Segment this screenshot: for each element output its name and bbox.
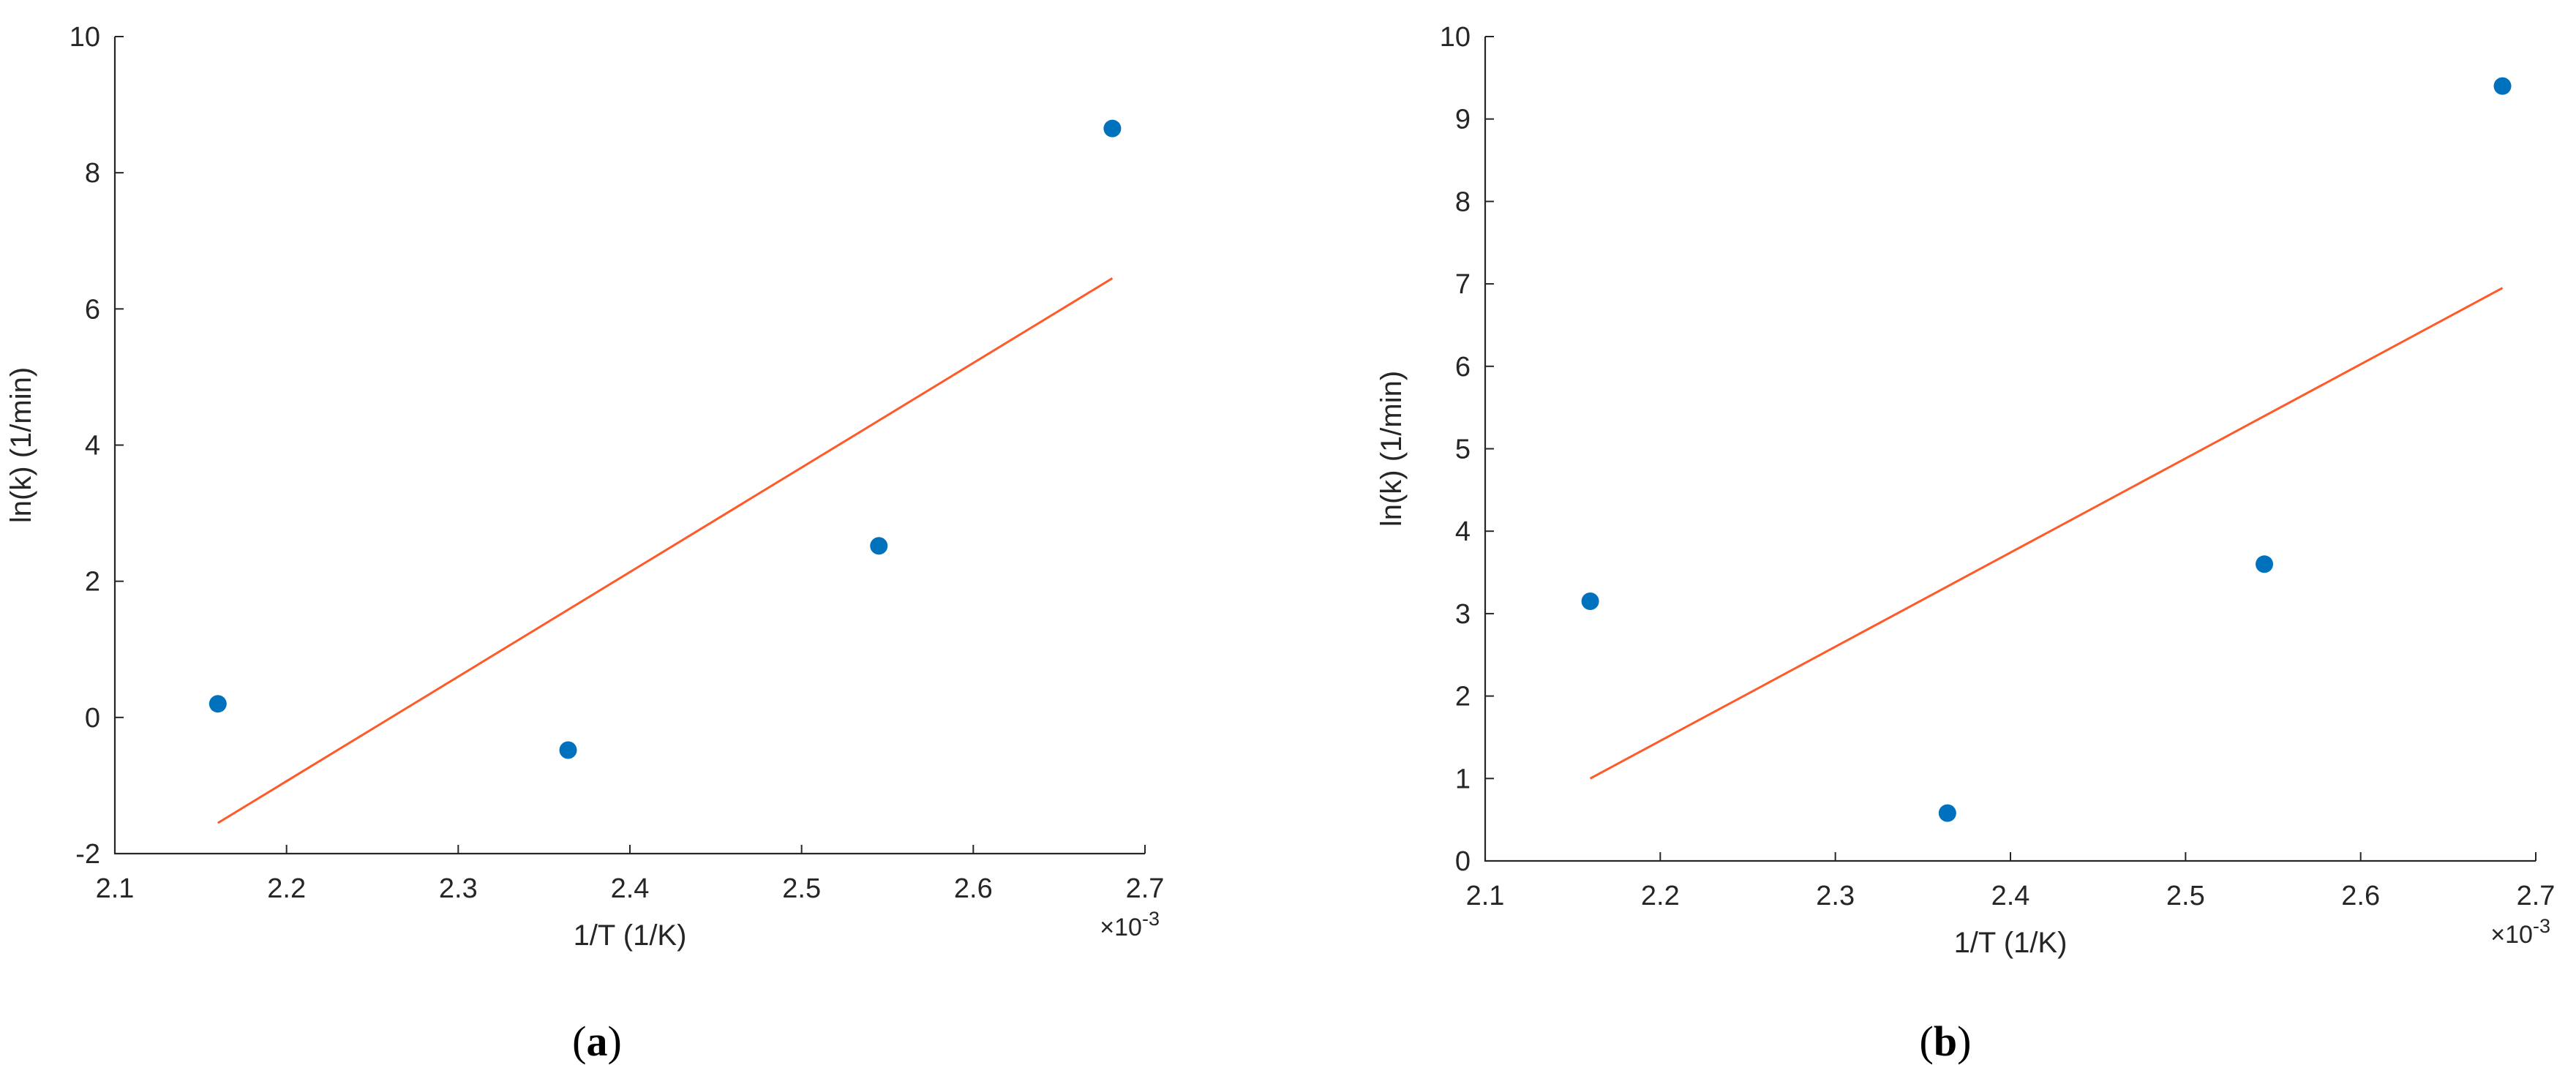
x-tick-label: 2.6	[954, 873, 993, 904]
x-tick-label: 2.7	[1126, 873, 1165, 904]
x-exponent-base: ×10	[1100, 914, 1142, 941]
x-tick-label: 2.5	[2166, 881, 2205, 911]
y-tick-label: 8	[85, 158, 100, 189]
caption-b: (b)	[1919, 1017, 1972, 1065]
data-point	[209, 695, 227, 713]
x-tick-label: 2.2	[1641, 881, 1680, 911]
x-tick-label: 2.7	[2517, 881, 2556, 911]
x-axis-label: 1/T (1/K)	[574, 919, 687, 952]
y-tick-label: 0	[85, 703, 100, 734]
x-exponent-label: ×10-3	[1100, 908, 1160, 941]
chart-panel-b: 2.1 2.2 2.3 2.4 2.5 2.6 2.7 0 1 2 3 4 5 6 7 8 9 10 1/T (1/…	[1375, 22, 2555, 959]
data-point	[559, 741, 577, 759]
x-tick-label: 2.2	[267, 873, 306, 904]
x-tick-label: 2.4	[611, 873, 650, 904]
y-tick-label: 3	[1455, 599, 1471, 630]
y-tick-label: 6	[85, 294, 100, 325]
data-point	[2493, 77, 2512, 95]
y-tick-label: 2	[85, 567, 100, 598]
axes-box	[113, 37, 1145, 855]
y-tick-label: 1	[1455, 764, 1471, 794]
x-tick-label: 2.5	[782, 873, 821, 904]
x-exponent-power: -3	[2533, 915, 2550, 937]
data-point	[1938, 804, 1956, 822]
x-tick-label: 2.3	[1816, 881, 1855, 911]
data-point	[870, 537, 888, 555]
data-point	[2256, 555, 2274, 573]
y-axis-label: ln(k) (1/min)	[1375, 371, 1408, 527]
y-tick-label: 10	[70, 22, 100, 53]
x-exponent-power: -3	[1142, 908, 1160, 930]
y-tick-label: 4	[1455, 516, 1471, 547]
y-tick-label: 0	[1455, 846, 1471, 877]
data-point	[1103, 119, 1122, 138]
y-tick-label: 2	[1455, 682, 1471, 712]
fit-line	[1589, 287, 2504, 780]
fit-line	[217, 277, 1114, 824]
x-exponent-base: ×10	[2490, 921, 2533, 949]
x-tick-label: 2.1	[1466, 881, 1505, 911]
y-tick-label: 8	[1455, 187, 1471, 217]
data-point	[1581, 592, 1599, 610]
caption-a: (a)	[572, 1017, 622, 1065]
x-axis-label: 1/T (1/K)	[1954, 927, 2068, 959]
y-tick-label: -2	[75, 839, 100, 870]
y-tick-label: 10	[1440, 22, 1471, 53]
x-tick-label: 2.4	[1991, 881, 2030, 911]
x-tick-label: 2.6	[2341, 881, 2380, 911]
x-tick-label: 2.3	[439, 873, 478, 904]
x-tick-label: 2.1	[96, 873, 135, 904]
y-axis-label: ln(k) (1/min)	[5, 367, 37, 523]
y-tick-label: 6	[1455, 352, 1471, 383]
y-tick-label: 7	[1455, 269, 1471, 300]
axes-box	[1484, 37, 2536, 862]
y-tick-label: 4	[85, 431, 100, 462]
caption-b-letter: b	[1933, 1017, 1958, 1065]
x-exponent-label: ×10-3	[2490, 915, 2550, 949]
y-tick-label: 5	[1455, 434, 1471, 465]
caption-a-letter: a	[586, 1017, 608, 1065]
y-tick-label: 9	[1455, 105, 1471, 135]
chart-panel-a: 2.1 2.2 2.3 2.4 2.5 2.6 2.7 -2 0 2 4 6 8 10 1/T (1/K) l…	[5, 22, 1164, 952]
